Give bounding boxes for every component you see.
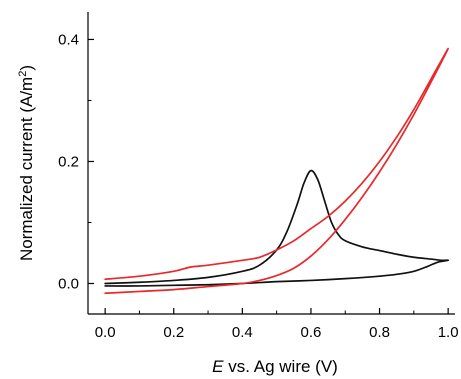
x-tick-label: 1.0: [438, 324, 459, 341]
series-line-2: [104, 47, 449, 295]
x-axis-title-italic: E: [212, 357, 224, 376]
tick-labels: 0.0 0.2 0.4 0.6 0.8 1.0 0.0 0.2 0.4: [58, 31, 458, 341]
y-axis-title: Normalized current (A/m2): [17, 65, 36, 261]
y-tick-label: 0.0: [58, 275, 79, 292]
x-tick-label: 0.8: [369, 324, 390, 341]
y-tick-label: 0.4: [58, 31, 79, 48]
x-tick-label: 0.4: [232, 324, 253, 341]
series-layer: [104, 47, 449, 295]
x-axis-title: E vs. Ag wire (V): [212, 357, 338, 376]
axis-ticks: [88, 38, 449, 314]
y-tick-label: 0.2: [58, 153, 79, 170]
y-axis-title-sup: 2: [17, 71, 29, 77]
series-line-1: [104, 169, 449, 287]
x-tick-label: 0.6: [301, 324, 322, 341]
x-tick-label: 0.0: [95, 324, 116, 341]
y-axis-title-main: Normalized current (A/m: [17, 77, 36, 261]
y-axis-title-close: ): [17, 65, 36, 71]
x-tick-label: 0.2: [163, 324, 184, 341]
x-axis-title-rest: vs. Ag wire (V): [224, 357, 338, 376]
